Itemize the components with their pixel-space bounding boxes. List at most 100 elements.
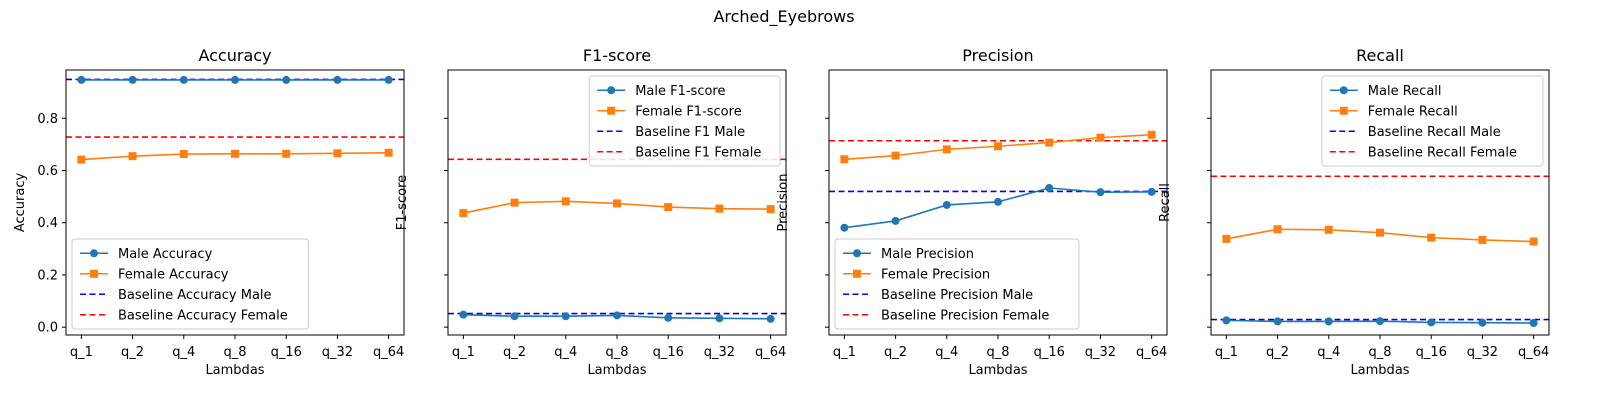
legend-label: Male Accuracy bbox=[118, 247, 213, 262]
legend-marker bbox=[1339, 106, 1348, 115]
subplot-2: F1-score Lambdas F1-score q_1 q_2 q_4 q_8 q_16 q… bbox=[395, 46, 787, 378]
x-tick-label: q_2 bbox=[121, 345, 144, 360]
male-data-point bbox=[715, 314, 724, 323]
subplot-1: Accuracy Lambdas Accuracy 0.0 0.2 0.4 0.6 0.8 q_… bbox=[13, 46, 405, 378]
female-data-point bbox=[664, 203, 673, 212]
male-data-point bbox=[613, 311, 621, 320]
x-tick-label: q_16 bbox=[653, 345, 684, 360]
x-tick-label: q_32 bbox=[1467, 345, 1498, 360]
legend-marker bbox=[90, 249, 98, 258]
female-data-point bbox=[891, 151, 900, 160]
legend-box bbox=[71, 238, 309, 330]
x-tick-label: q_2 bbox=[884, 345, 907, 360]
female-data-point bbox=[840, 155, 849, 164]
legend-label: Female Accuracy bbox=[118, 267, 229, 282]
x-tick-label: q_4 bbox=[172, 345, 195, 360]
male-data-point bbox=[664, 313, 673, 322]
y-axis-label: F1-score bbox=[395, 175, 410, 230]
male-data-point bbox=[231, 75, 239, 84]
legend: Male Precision Female Precision Baseline P… bbox=[834, 238, 1080, 330]
male-data-point bbox=[891, 216, 900, 225]
x-tick-label: q_4 bbox=[935, 345, 958, 360]
subplot-4: Recall Lambdas Recall q_1 q_2 q_4 q_8 q_16 q_32 q… bbox=[1158, 46, 1550, 378]
subplot-title: Accuracy bbox=[198, 46, 271, 65]
female-data-point bbox=[1427, 233, 1436, 242]
x-tick-label: q_16 bbox=[1416, 345, 1447, 360]
female-data-point bbox=[1376, 228, 1384, 237]
legend-label: Baseline F1 Male bbox=[635, 125, 745, 140]
x-tick-label: q_8 bbox=[223, 345, 246, 360]
plot-area-frame bbox=[65, 69, 405, 336]
y-axis-label: Precision bbox=[776, 173, 791, 231]
x-tick-label: q_32 bbox=[1085, 345, 1116, 360]
male-data-point bbox=[1273, 317, 1282, 326]
x-tick-label: q_1 bbox=[452, 345, 475, 360]
female-data-point bbox=[459, 209, 468, 218]
female-data-point bbox=[1222, 234, 1231, 243]
male-data-point bbox=[1376, 317, 1384, 326]
x-tick-label: q_4 bbox=[1317, 345, 1340, 360]
y-axis-label: Recall bbox=[1158, 183, 1173, 222]
female-data-point bbox=[231, 149, 239, 158]
female-data-point bbox=[613, 199, 621, 208]
female-data-point bbox=[766, 205, 775, 214]
x-tick-label: q_8 bbox=[986, 345, 1009, 360]
legend-label: Baseline F1 Female bbox=[635, 145, 761, 160]
x-tick-label: q_16 bbox=[1034, 345, 1065, 360]
legend-box bbox=[588, 75, 781, 167]
x-tick-label: q_16 bbox=[271, 345, 302, 360]
male-data-point bbox=[1045, 184, 1054, 193]
y-axis-label: Accuracy bbox=[13, 173, 28, 233]
male-data-point bbox=[510, 312, 519, 321]
legend-label: Female Precision bbox=[881, 267, 990, 282]
male-data-point bbox=[128, 75, 137, 84]
x-tick-label: q_64 bbox=[755, 345, 786, 360]
female-data-point bbox=[128, 152, 137, 161]
x-axis-label: Lambdas bbox=[1350, 363, 1409, 378]
legend-label: Baseline Precision Female bbox=[881, 308, 1049, 323]
female-data-point bbox=[510, 198, 519, 207]
male-data-point bbox=[561, 312, 570, 321]
male-data-point bbox=[1427, 318, 1436, 327]
legend-marker bbox=[607, 86, 616, 95]
male-data-point bbox=[179, 75, 188, 84]
legend-label: Female F1-score bbox=[635, 104, 742, 119]
y-tick-label: 0.2 bbox=[37, 268, 58, 283]
female-data-point bbox=[1478, 235, 1487, 244]
legend-label: Male F1-score bbox=[635, 84, 725, 99]
female-data-point bbox=[1147, 130, 1156, 139]
male-data-point bbox=[1147, 187, 1156, 196]
x-tick-label: q_1 bbox=[833, 345, 856, 360]
x-tick-label: q_1 bbox=[70, 345, 93, 360]
male-data-point bbox=[1096, 188, 1105, 197]
female-data-point bbox=[1273, 225, 1282, 234]
legend: Male Recall Female Recall Baseline Recall … bbox=[1321, 75, 1544, 167]
x-axis-label: Lambdas bbox=[587, 363, 646, 378]
legend-box bbox=[1321, 75, 1544, 167]
male-data-point bbox=[333, 75, 342, 84]
legend: Male F1-score Female F1-score Baseline F1 … bbox=[588, 75, 781, 167]
x-tick-label: q_2 bbox=[503, 345, 526, 360]
subplot-title: Precision bbox=[962, 46, 1033, 65]
plot-area-frame bbox=[447, 69, 787, 336]
x-axis-label: Lambdas bbox=[205, 363, 264, 378]
x-tick-label: q_64 bbox=[1136, 345, 1167, 360]
subplot-title: F1-score bbox=[583, 46, 651, 65]
subplot-title: Recall bbox=[1356, 46, 1404, 65]
x-tick-label: q_8 bbox=[1368, 345, 1391, 360]
male-data-point bbox=[1324, 317, 1333, 326]
x-tick-label: q_64 bbox=[373, 345, 404, 360]
female-data-point bbox=[1096, 133, 1105, 142]
female-data-point bbox=[561, 197, 570, 206]
male-data-point bbox=[994, 197, 1002, 206]
female-data-point bbox=[942, 145, 951, 154]
x-tick-label: q_1 bbox=[1215, 345, 1238, 360]
female-data-point bbox=[1324, 225, 1333, 234]
male-data-point bbox=[1222, 316, 1231, 325]
plot-area-frame bbox=[828, 69, 1168, 336]
legend: Male Accuracy Female Accuracy Baseline Acc… bbox=[71, 238, 309, 330]
legend-marker bbox=[853, 249, 861, 258]
subplots: Accuracy Lambdas Accuracy 0.0 0.2 0.4 0.6 0.8 q_… bbox=[13, 46, 1550, 378]
x-tick-label: q_32 bbox=[704, 345, 735, 360]
